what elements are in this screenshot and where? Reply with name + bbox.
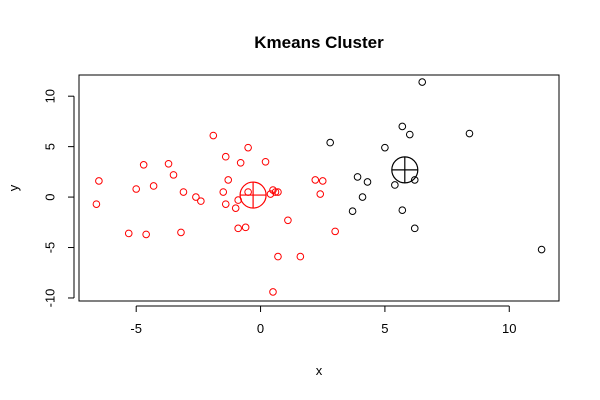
- y-axis-label: y: [6, 184, 21, 191]
- data-point: [418, 78, 427, 86]
- y-tick-label: 0: [42, 193, 57, 200]
- data-point: [274, 188, 282, 196]
- y-axis: -10 -5 0 5 10: [42, 89, 75, 308]
- x-tick-label: 5: [381, 321, 388, 336]
- data-point: [266, 190, 275, 198]
- data-point: [316, 190, 325, 198]
- data-point: [363, 178, 372, 186]
- data-point: [353, 173, 362, 181]
- data-point: [236, 158, 245, 167]
- data-point: [274, 252, 282, 261]
- data-point: [209, 131, 218, 140]
- data-point: [219, 188, 228, 196]
- data-point: [224, 176, 233, 184]
- data-point: [398, 206, 407, 214]
- data-point: [296, 252, 305, 261]
- data-point: [269, 186, 277, 194]
- data-point: [398, 122, 407, 131]
- data-point: [139, 160, 148, 169]
- data-point: [124, 229, 133, 238]
- data-point: [221, 200, 230, 208]
- x-axis: -5 0 5 10: [130, 305, 516, 336]
- data-point: [405, 130, 414, 139]
- data-point: [358, 193, 367, 201]
- data-point: [244, 188, 252, 196]
- y-tick-label: -5: [42, 242, 57, 254]
- data-point: [331, 227, 339, 236]
- data-point: [381, 143, 389, 152]
- data-point: [164, 159, 173, 168]
- data-point: [192, 193, 200, 201]
- data-point: [177, 228, 185, 237]
- data-point: [326, 138, 334, 147]
- data-point: [465, 129, 474, 138]
- chart-title: Kmeans Cluster: [254, 33, 384, 52]
- data-point: [244, 143, 252, 152]
- plot-frame: [78, 74, 560, 302]
- data-point: [149, 182, 158, 190]
- data-point: [261, 157, 270, 166]
- y-tick-label: 10: [42, 89, 57, 103]
- data-point: [169, 171, 178, 179]
- data-point: [132, 185, 141, 193]
- data-point: [221, 152, 230, 161]
- cluster-center-marker: [391, 156, 419, 184]
- data-point: [92, 200, 101, 208]
- x-tick-label: 0: [257, 321, 264, 336]
- data-point: [311, 176, 320, 184]
- x-axis-label: x: [316, 363, 323, 378]
- data-point: [410, 176, 419, 184]
- data-point: [269, 288, 277, 296]
- data-point: [318, 177, 327, 185]
- data-point: [284, 216, 292, 225]
- cluster-centers: [239, 156, 419, 209]
- data-points: [92, 78, 546, 296]
- data-point: [348, 207, 357, 216]
- data-point: [197, 197, 205, 205]
- y-tick-label: 5: [42, 143, 57, 150]
- data-point: [95, 177, 103, 185]
- data-point: [241, 223, 250, 232]
- data-point: [234, 224, 242, 233]
- data-point: [391, 181, 399, 189]
- y-tick-label: -10: [42, 289, 57, 308]
- data-point: [537, 245, 546, 254]
- data-point: [231, 204, 240, 212]
- data-point: [271, 188, 280, 196]
- data-point: [142, 230, 150, 239]
- x-tick-label: 10: [502, 321, 516, 336]
- data-point: [179, 188, 188, 196]
- x-tick-label: -5: [130, 321, 142, 336]
- cluster-center-marker: [239, 181, 267, 209]
- data-point: [410, 224, 419, 233]
